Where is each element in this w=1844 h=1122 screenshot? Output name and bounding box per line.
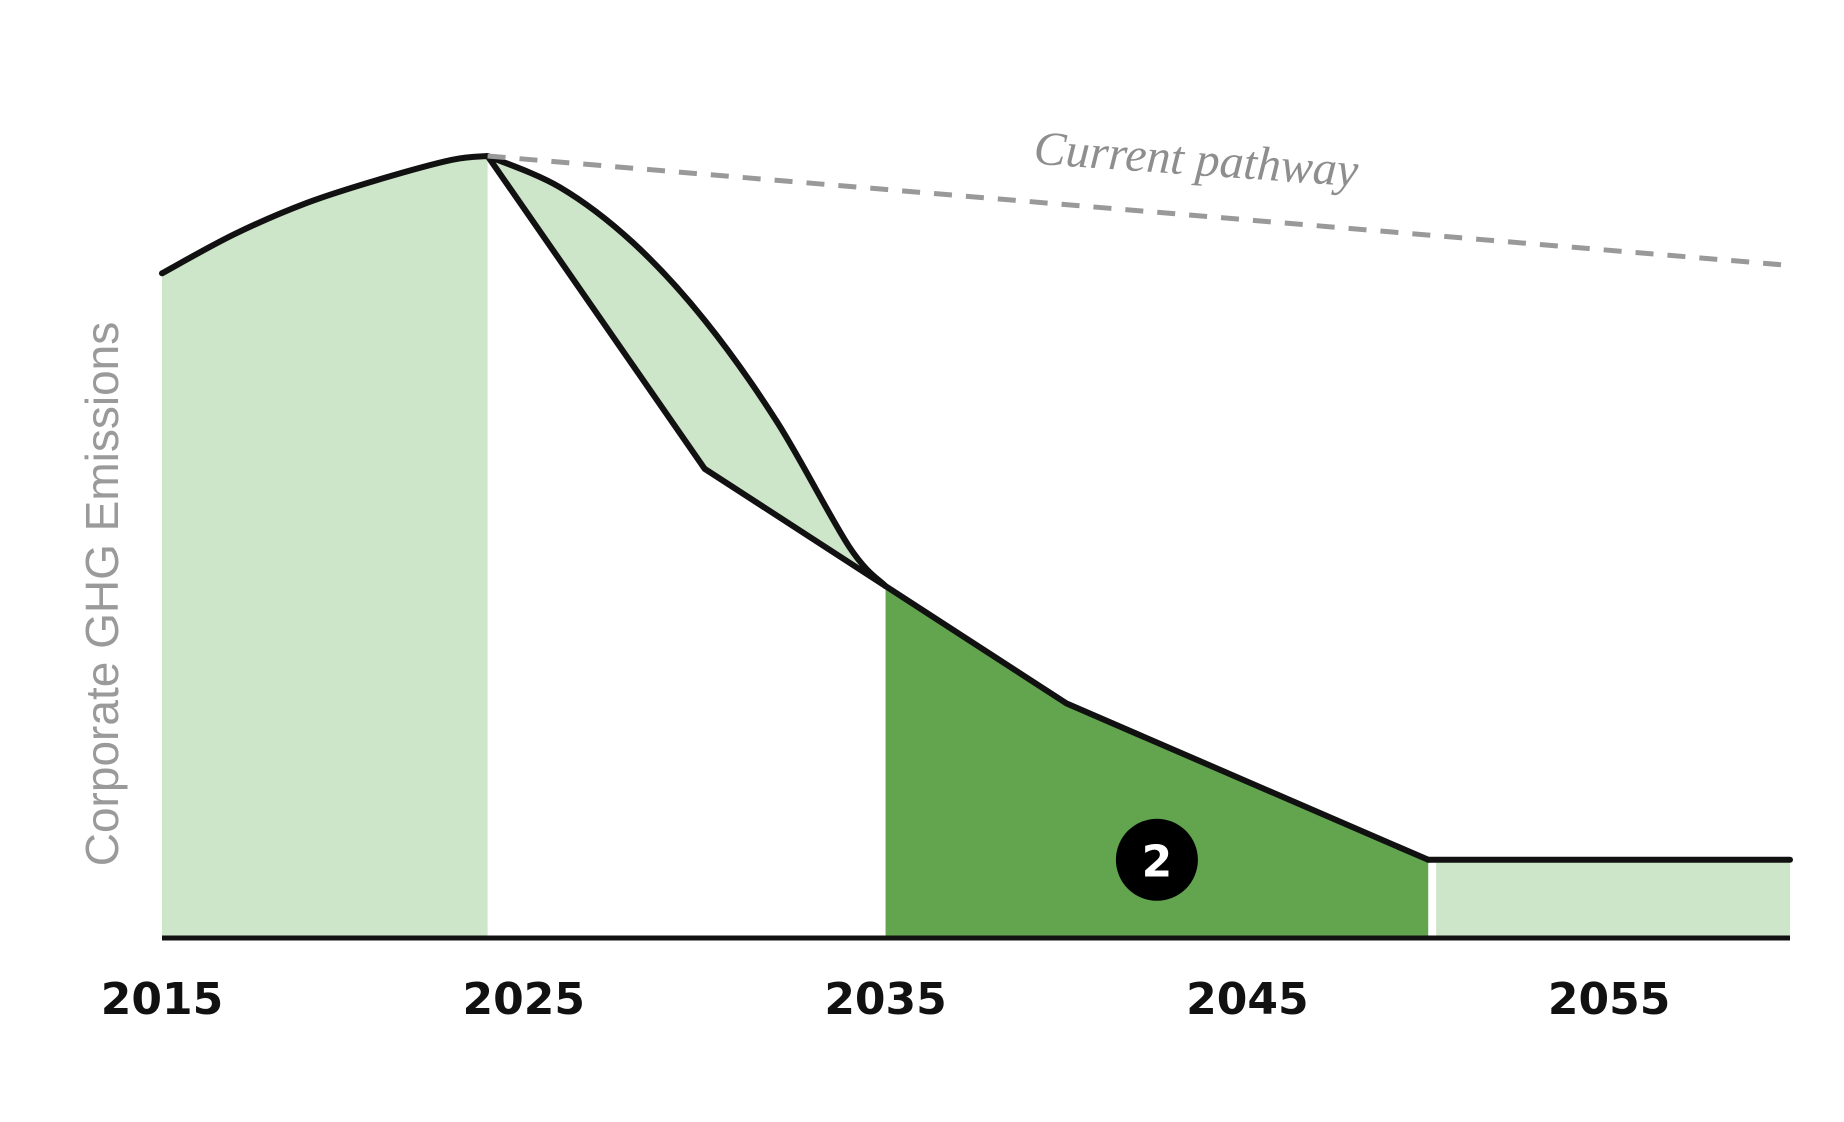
x-tick-labels: 2015 2025 2035 2045 2055 [101, 974, 1671, 1025]
step-marker-number: 2 [1142, 836, 1173, 887]
line-layer [159, 153, 1793, 863]
x-tick-label: 2035 [824, 974, 946, 1025]
reduction-pathway-line [882, 583, 1432, 863]
historical-line [159, 153, 491, 277]
x-tick-label: 2025 [463, 974, 585, 1025]
residual-emissions-area [1436, 859, 1790, 938]
accelerated-reduction-area [487, 156, 886, 587]
current-pathway-label: Current pathway [1032, 122, 1360, 198]
y-axis-label: Corporate GHG Emissions [76, 322, 128, 867]
x-tick-label: 2045 [1186, 974, 1308, 1025]
x-tick-label: 2055 [1548, 974, 1670, 1025]
historical-area [162, 156, 488, 938]
step-marker: 2 [1115, 818, 1198, 901]
reduction-pathway-area [885, 586, 1429, 938]
x-tick-label: 2015 [101, 974, 223, 1025]
step-marker-circle [1115, 818, 1198, 901]
area-layer [162, 156, 1790, 938]
lower-path-line [484, 153, 889, 590]
upper-curve-line [484, 153, 889, 590]
current-pathway-line [487, 153, 1791, 268]
